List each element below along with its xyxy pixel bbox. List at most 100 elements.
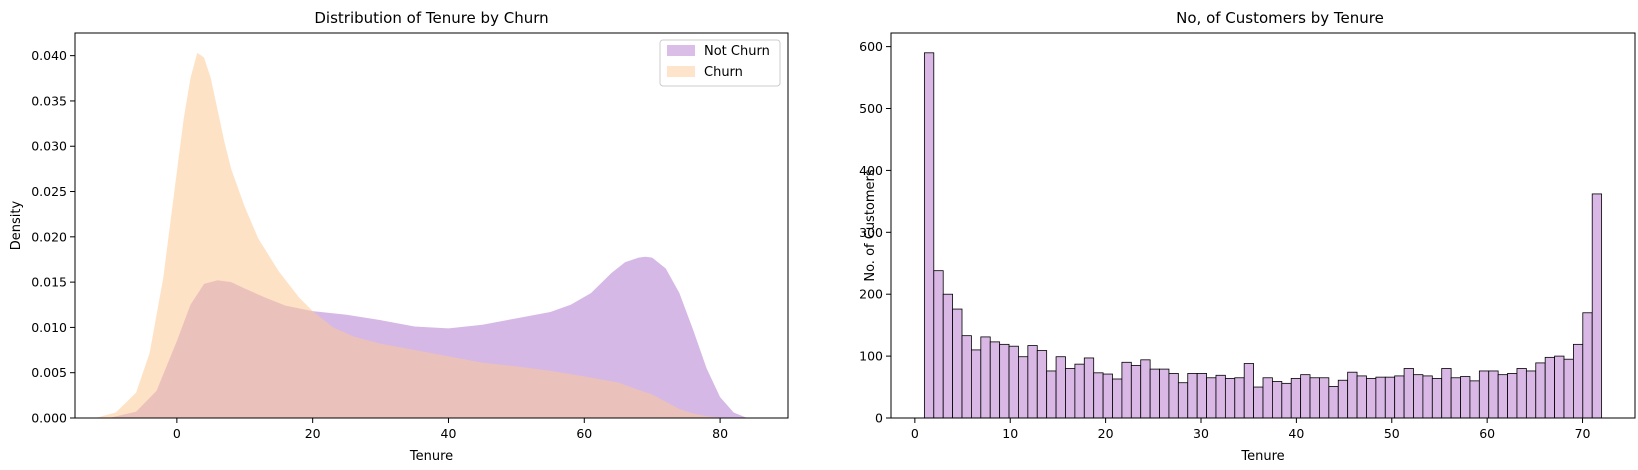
histogram-bar	[952, 308, 963, 419]
histogram-bar	[1422, 375, 1433, 419]
y-tick-label: 100	[859, 349, 883, 364]
legend-label-not-churn: Not Churn	[704, 44, 770, 59]
histogram-bar	[1224, 377, 1236, 419]
histogram-bar	[942, 293, 954, 419]
histogram-x-axis-label: Tenure	[1240, 449, 1284, 464]
y-tick-label: 0.030	[31, 139, 67, 154]
x-tick-label: 0	[911, 426, 919, 441]
histogram-bar	[1215, 374, 1226, 419]
histogram-bar	[961, 335, 972, 419]
histogram-bar	[1253, 386, 1264, 419]
x-tick-label: 10	[1002, 426, 1018, 441]
density-plot-area	[95, 52, 748, 419]
histogram-bar	[1384, 376, 1396, 419]
y-tick-label: 0.015	[31, 275, 67, 290]
y-tick-label: 0.010	[31, 320, 67, 335]
histogram-bar	[1525, 370, 1537, 419]
x-tick-label: 40	[1288, 426, 1304, 441]
x-tick-label: 20	[305, 426, 321, 441]
histogram-y-axis: 0 100 200 300 400 500 600	[859, 39, 891, 426]
histogram-bar	[1281, 382, 1292, 419]
y-tick-label: 0	[875, 411, 883, 426]
histogram-bar	[1413, 374, 1424, 419]
histogram-bar	[1478, 370, 1490, 419]
histogram-bar	[1121, 361, 1132, 419]
x-tick-label: 60	[1479, 426, 1495, 441]
histogram-bar	[1008, 345, 1019, 419]
y-tick-label: 500	[859, 101, 883, 116]
histogram-bar	[1046, 370, 1057, 419]
histogram-chart: No, of Customers by Tenure 0 10 20 30 40 50 60…	[859, 9, 1636, 464]
histogram-bar	[1497, 374, 1508, 419]
histogram-bar	[1206, 377, 1217, 419]
y-tick-label: 0.035	[31, 93, 67, 108]
histogram-bar	[1243, 363, 1254, 419]
histogram-bar	[1272, 381, 1283, 419]
density-x-axis: 0 20 40 60 80	[173, 418, 728, 441]
density-y-axis-label: Density	[9, 200, 24, 250]
histogram-bar	[1516, 368, 1527, 419]
x-tick-label: 60	[576, 426, 592, 441]
y-tick-label: 200	[859, 287, 883, 302]
histogram-bar	[1554, 355, 1565, 419]
x-tick-label: 0	[173, 426, 181, 441]
histogram-plot-frame	[890, 32, 1636, 419]
histogram-bar	[1356, 375, 1367, 419]
histogram-bar	[1535, 362, 1546, 419]
density-plot-frame	[74, 32, 789, 419]
legend-swatch-not-churn	[667, 45, 695, 56]
histogram-bar	[923, 52, 935, 419]
histogram-bar	[1074, 363, 1085, 419]
histogram-bar	[1469, 380, 1480, 419]
histogram-bar	[1460, 376, 1471, 419]
histogram-bar	[1055, 356, 1066, 419]
histogram-bar	[1018, 356, 1029, 419]
histogram-bar	[1159, 368, 1170, 419]
histogram-bar	[1140, 359, 1151, 419]
density-x-axis-label: Tenure	[409, 449, 453, 464]
histogram-bar	[1563, 358, 1574, 419]
histogram-bar	[1337, 379, 1349, 419]
histogram-bar	[1347, 371, 1358, 419]
histogram-bar	[1507, 373, 1518, 419]
density-legend: Not Churn Churn	[659, 39, 781, 87]
histogram-plot-area	[923, 52, 1603, 419]
y-tick-label: 0.005	[31, 365, 67, 380]
histogram-bar	[971, 349, 982, 419]
legend-label-churn: Churn	[704, 65, 743, 80]
histogram-bar	[1196, 373, 1207, 419]
histogram-bar	[1149, 368, 1160, 419]
histogram-bar	[1093, 372, 1104, 419]
histogram-bar	[1366, 377, 1377, 419]
x-tick-label: 30	[1193, 426, 1209, 441]
histogram-bar	[989, 341, 1001, 419]
legend-swatch-churn	[667, 66, 695, 77]
histogram-bar	[1319, 377, 1330, 419]
histogram-bar	[1591, 193, 1603, 419]
x-tick-label: 80	[712, 426, 728, 441]
histogram-bar	[1544, 356, 1555, 419]
density-y-axis: 0.000 0.005 0.010 0.015 0.020 0.025 0.030 0.035…	[31, 48, 75, 426]
y-tick-label: 300	[859, 225, 883, 240]
histogram-bar	[980, 336, 991, 419]
histogram-bar	[933, 270, 944, 419]
x-tick-label: 70	[1575, 426, 1591, 441]
histogram-bar	[1102, 373, 1113, 419]
density-area-churn	[95, 52, 741, 419]
histogram-bar	[1328, 386, 1339, 419]
histogram-bar	[1187, 373, 1198, 419]
y-tick-label: 0.040	[31, 48, 67, 63]
histogram-bar	[1083, 357, 1095, 419]
histogram-bar	[1036, 350, 1048, 419]
histogram-bar	[1375, 376, 1386, 419]
y-tick-label: 0.000	[31, 411, 67, 426]
histogram-chart-title: No, of Customers by Tenure	[1176, 9, 1384, 27]
histogram-bar	[999, 343, 1010, 419]
y-tick-label: 400	[859, 163, 883, 178]
y-tick-label: 0.025	[31, 184, 67, 199]
x-tick-label: 40	[441, 426, 457, 441]
histogram-bar	[1027, 345, 1038, 419]
density-chart: Distribution of Tenure by Churn 0 20 40 60 8…	[9, 9, 789, 464]
histogram-bar	[1441, 368, 1452, 419]
